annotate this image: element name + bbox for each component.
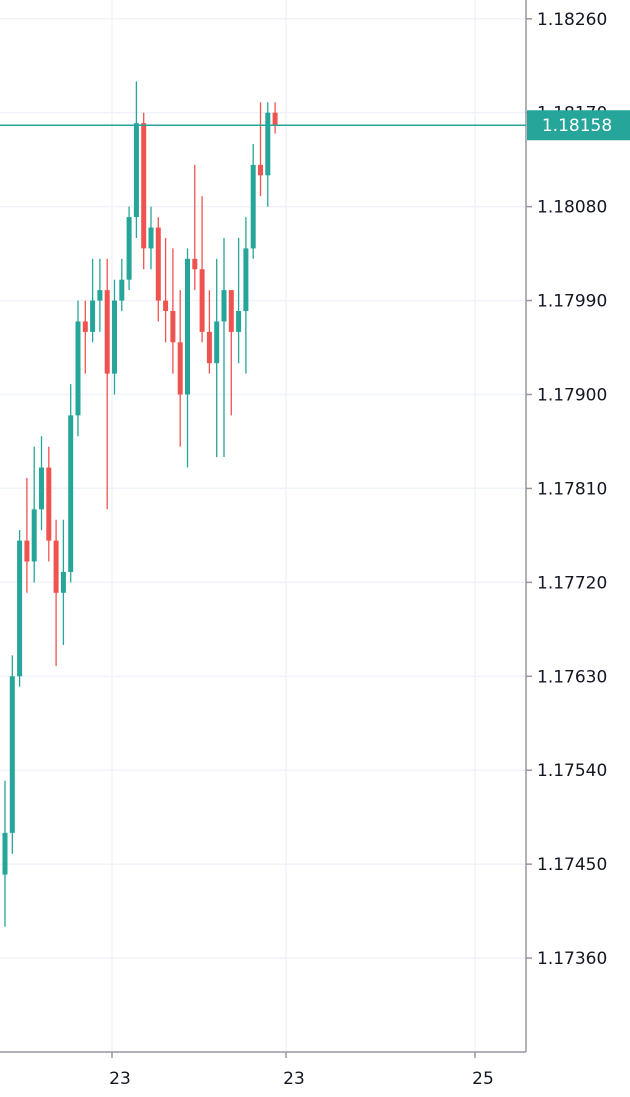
candle: [97, 258, 103, 332]
y-tick-label: 1.18260: [537, 10, 607, 30]
candle: [192, 164, 198, 291]
time-axis[interactable]: 23 23 25: [109, 1052, 494, 1089]
candle: [126, 206, 132, 291]
candle: [185, 248, 190, 468]
x-tick-label: 25: [472, 1069, 494, 1089]
candle-body: [119, 279, 125, 301]
candle: [199, 196, 205, 343]
candle-body: [31, 509, 37, 562]
candle: [133, 81, 139, 238]
candle-body: [82, 321, 88, 332]
last-price-marker: 1.18158: [0, 110, 630, 141]
candle-body: [236, 311, 242, 332]
candle-body: [250, 164, 256, 249]
price-axis[interactable]: 1.182601.181701.180801.179901.179001.178…: [526, 10, 607, 969]
y-tick-label: 1.17630: [537, 667, 607, 687]
candle: [31, 446, 37, 583]
candle-body: [2, 832, 8, 875]
candle: [155, 217, 161, 322]
candle-body: [258, 164, 263, 176]
candle: [82, 300, 88, 374]
candle-body: [68, 415, 74, 572]
candle: [148, 206, 154, 270]
candle: [206, 290, 212, 374]
candle: [46, 446, 52, 562]
candle: [265, 102, 271, 207]
candle: [258, 102, 263, 197]
candle-body: [24, 540, 30, 562]
candle: [53, 519, 59, 666]
candle: [9, 655, 15, 854]
y-tick-label: 1.17450: [537, 855, 607, 875]
candle-body: [243, 248, 249, 312]
y-tick-label: 1.17540: [537, 761, 607, 781]
candle: [228, 290, 234, 416]
candle: [60, 519, 66, 645]
candle-body: [53, 540, 59, 593]
candle-body: [112, 300, 117, 374]
candle: [236, 237, 242, 364]
candle: [250, 144, 256, 259]
candle-body: [126, 217, 132, 280]
candle-body: [170, 311, 176, 343]
candle: [68, 384, 74, 583]
candle-body: [133, 123, 139, 218]
candle-body: [177, 342, 183, 395]
candle: [221, 237, 227, 458]
candle-body: [90, 300, 96, 332]
candle: [141, 112, 147, 270]
candle-body: [17, 540, 23, 677]
candle-body: [163, 300, 169, 312]
candle-body: [221, 290, 227, 322]
candle-body: [214, 321, 220, 364]
last-price-badge: [527, 110, 630, 141]
y-tick-label: 1.17900: [537, 386, 607, 406]
y-tick-label: 1.17990: [537, 292, 607, 312]
candle: [2, 780, 8, 927]
candle: [170, 248, 176, 374]
x-tick-label: 23: [109, 1069, 131, 1089]
candle-body: [141, 123, 147, 249]
candle-body: [155, 227, 161, 301]
candle-body: [228, 290, 234, 332]
x-tick-label: 23: [283, 1069, 305, 1089]
grid: [0, 0, 526, 1052]
candle: [90, 258, 96, 343]
candle: [112, 279, 117, 395]
candle: [214, 258, 220, 458]
candle: [104, 258, 110, 510]
candle-body: [97, 290, 103, 301]
candle-body: [60, 571, 66, 593]
candle-body: [148, 227, 154, 249]
candles: [2, 81, 278, 927]
candle-body: [75, 321, 81, 416]
last-price-label: 1.18158: [542, 116, 612, 136]
candle-body: [104, 290, 110, 374]
y-tick-label: 1.17810: [537, 479, 607, 499]
candle: [119, 258, 125, 312]
candle-body: [185, 258, 190, 395]
candle-body: [192, 258, 198, 270]
candle: [39, 436, 44, 531]
candle-body: [199, 269, 205, 332]
y-tick-label: 1.17720: [537, 573, 607, 593]
candle-body: [39, 467, 44, 510]
y-tick-label: 1.18080: [537, 198, 607, 218]
candle-body: [265, 112, 271, 176]
y-tick-label: 1.17360: [537, 949, 607, 969]
candle-body: [272, 112, 278, 126]
candle: [177, 290, 183, 447]
candle: [243, 217, 249, 374]
candle: [24, 477, 30, 593]
candle: [163, 237, 169, 343]
candle-body: [206, 331, 212, 364]
candle: [272, 102, 278, 134]
candle: [17, 530, 23, 687]
candle: [75, 300, 81, 437]
candle-body: [9, 676, 15, 833]
candle-body: [46, 467, 52, 541]
